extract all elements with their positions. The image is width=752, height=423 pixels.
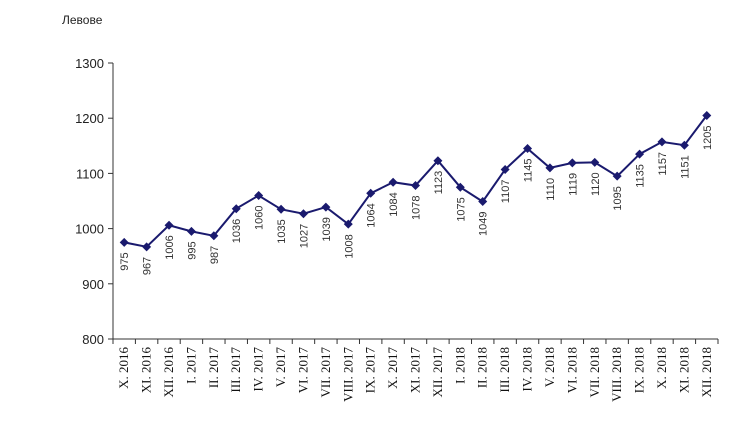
data-label: 1027 [298,224,310,248]
data-label: 1036 [231,219,243,243]
data-label: 1006 [164,235,176,259]
data-point [231,204,241,214]
x-tick-label: VII. 2018 [587,347,602,398]
x-tick-label: XI. 2018 [676,347,691,393]
data-label: 1135 [635,164,647,188]
x-tick-label: V. 2018 [542,347,557,387]
x-tick-label: I. 2018 [452,347,467,384]
x-tick-label: VI. 2018 [564,347,579,393]
data-point [657,137,667,147]
data-label: 1060 [254,205,266,229]
data-point [366,188,376,198]
data-label: 1110 [545,178,557,201]
data-point [388,177,398,187]
data-label: 1084 [388,192,400,216]
data-point [119,237,129,247]
x-tick-label: XI. 2016 [139,347,154,394]
data-point [433,156,443,166]
x-tick-label: II. 2017 [206,347,221,389]
data-point [209,231,219,241]
x-tick-label: V. 2017 [273,347,288,388]
data-point [500,165,510,175]
data-label: 1049 [478,212,490,236]
data-label: 987 [209,246,221,264]
x-tick-label: X. 2018 [654,347,669,389]
x-tick-label: X. 2017 [385,347,400,389]
x-axis: X. 2016 XI. 2016 XII. 2016 I. 2017 II. 2017 I… [112,338,719,402]
x-tick-label: IX. 2018 [632,347,647,393]
data-point [164,220,174,230]
y-tick-label: 900 [82,277,104,292]
data-label: 1107 [500,180,512,204]
data-point [612,171,622,181]
x-tick-label: XI. 2017 [408,347,423,394]
data-label: 1205 [702,125,714,149]
data-label: 1078 [411,196,423,220]
data-labels: 975 967 1006 995 987 1036 1060 1035 1027 1039 1008… [119,125,714,275]
y-tick-label: 1300 [75,56,104,71]
data-point [321,202,331,212]
data-label: 1123 [433,171,445,195]
data-label: 1095 [612,186,624,210]
x-tick-label: VII. 2017 [318,347,333,398]
data-point [545,163,555,173]
data-label: 975 [119,252,131,270]
data-point [455,182,465,192]
data-point [702,110,712,120]
x-tick-label: VI. 2017 [295,347,310,394]
data-label: 1119 [567,173,579,196]
x-tick-label: IV. 2017 [251,347,266,392]
data-point [142,242,152,252]
data-label: 995 [186,241,198,259]
data-point [590,157,600,167]
x-tick-label: III. 2017 [228,347,243,393]
data-point [567,158,577,168]
data-point [411,181,420,191]
data-point [635,149,645,159]
x-tick-label: IX. 2017 [363,347,378,394]
x-tick-label: XII. 2018 [699,347,714,398]
y-tick-label: 1000 [75,222,104,237]
data-label: 1035 [276,219,288,243]
data-label: 967 [142,257,154,275]
data-label: 1120 [590,172,602,196]
data-point [478,197,488,207]
data-label: 1075 [455,197,467,221]
x-tick-label: IV. 2018 [520,347,535,392]
data-point [254,190,264,200]
data-label: 1157 [657,152,669,176]
data-point [276,204,286,214]
y-tick-label: 800 [82,332,104,347]
series-group [119,110,712,252]
x-tick-label: XII. 2017 [430,347,445,398]
y-tick-label: 1100 [76,166,104,181]
x-tick-label: II. 2018 [475,347,490,388]
y-axis-label: Левове [62,13,103,27]
x-tick-label: X. 2016 [116,347,131,389]
x-tick-label: VIII. 2017 [340,347,355,402]
data-point [679,140,689,150]
y-tick-label: 1200 [75,111,104,126]
x-tick-label: XII. 2016 [161,347,176,398]
data-label: 1145 [523,159,535,183]
data-label: 1039 [321,217,333,241]
data-label: 1064 [366,203,378,227]
data-label: 1008 [343,234,355,258]
x-tick-label: VIII. 2018 [609,347,624,402]
x-tick-label: III. 2018 [497,347,512,393]
data-label: 1151 [679,155,691,179]
data-point [186,226,196,236]
data-point [343,219,353,229]
y-axis: 800 900 1000 1100 1200 1300 [75,56,114,347]
x-tick-label: I. 2017 [183,347,198,384]
data-point [523,144,533,154]
data-point [298,209,308,219]
